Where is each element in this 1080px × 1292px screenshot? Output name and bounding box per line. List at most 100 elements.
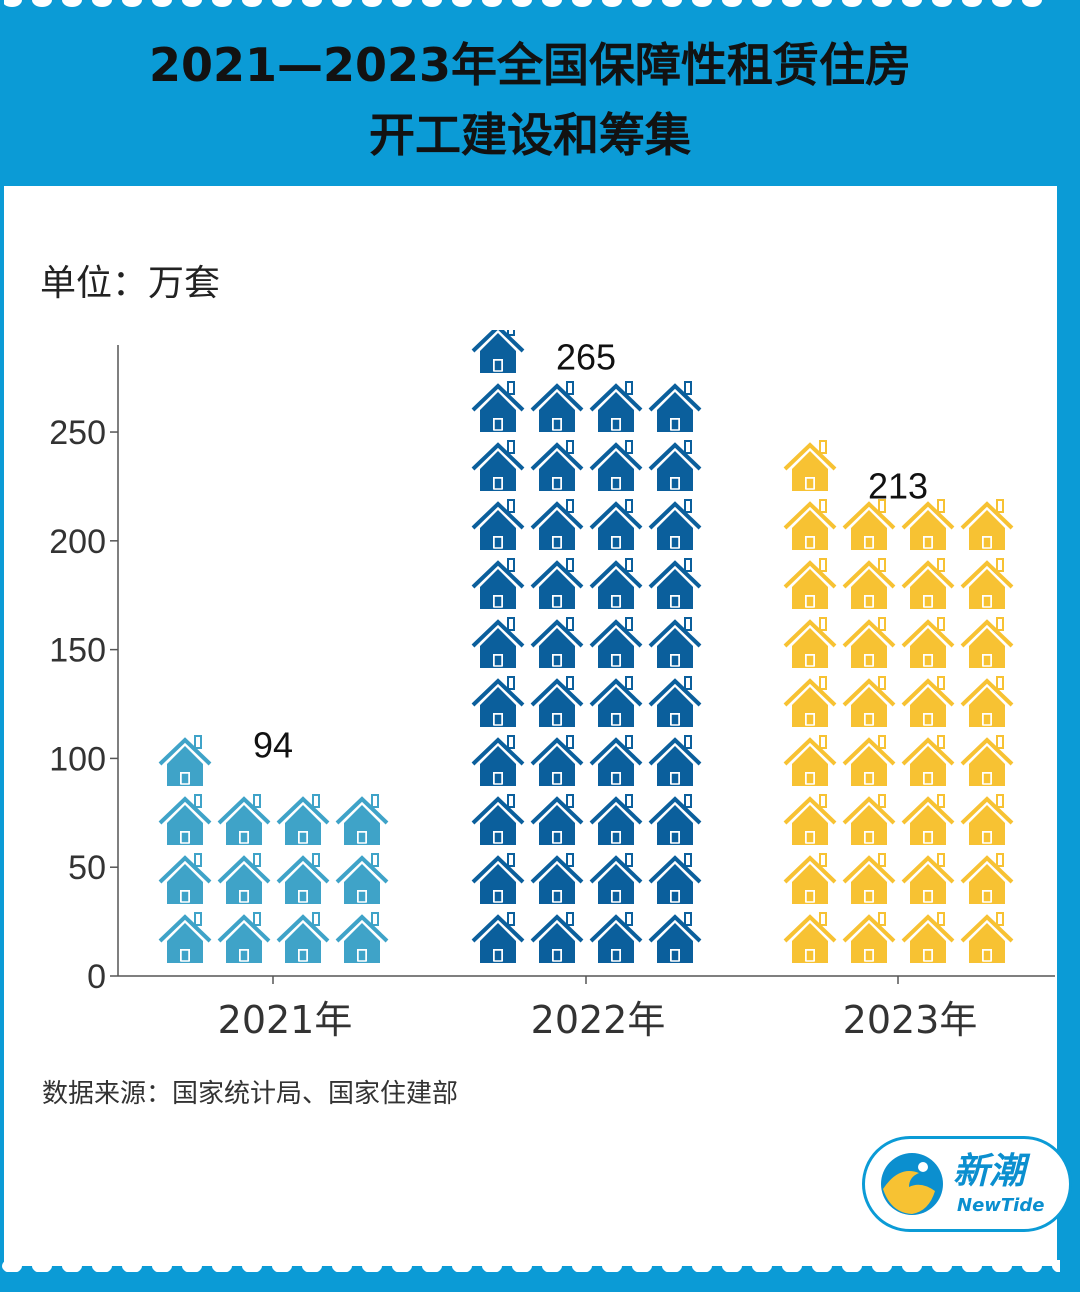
scallop-dot [752, 0, 772, 7]
scallop-dot [812, 0, 832, 7]
scallop-dot [62, 1260, 82, 1272]
house-icon [530, 735, 584, 786]
logo-text-cn: 新潮 [953, 1151, 1026, 1192]
house-icon [648, 735, 702, 786]
scallop-dot [542, 0, 562, 7]
scallop-dot [722, 1260, 742, 1272]
house-icon [648, 794, 702, 845]
house-icon [471, 617, 525, 668]
house-icon [783, 499, 837, 550]
scallop-dot [182, 1260, 202, 1272]
frame-right [1057, 0, 1080, 1292]
house-icon [471, 381, 525, 432]
house-icon [276, 794, 330, 845]
house-icon [471, 794, 525, 845]
y-tick-label: 100 [49, 740, 106, 778]
house-icon [158, 794, 212, 845]
house-icon [217, 853, 271, 904]
scallop-dot [2, 0, 22, 7]
house-icon [842, 676, 896, 727]
scallop-dot [302, 1260, 322, 1272]
page-title: 2021—2023年全国保障性租赁住房 开工建设和筹集 [0, 30, 1060, 170]
scallop-dot [2, 1260, 22, 1272]
scallop-dot [422, 1260, 442, 1272]
header-band [0, 0, 1060, 186]
house-icon [530, 617, 584, 668]
house-icon [589, 735, 643, 786]
scallop-dot [332, 1260, 352, 1272]
house-icon [648, 440, 702, 491]
house-icon [960, 617, 1014, 668]
house-icon [901, 912, 955, 963]
bar-2023年 [783, 440, 1014, 963]
scallop-dot [1022, 0, 1042, 7]
y-tick-label: 50 [68, 849, 106, 887]
scallop-dot [212, 1260, 232, 1272]
scallop-dot [392, 0, 412, 7]
scallop-dot [512, 1260, 532, 1272]
frame-left [0, 0, 4, 1292]
house-icon [530, 440, 584, 491]
house-icon [158, 853, 212, 904]
house-icon [471, 912, 525, 963]
house-icon [648, 499, 702, 550]
scallop-dot [572, 1260, 592, 1272]
house-icon [335, 794, 389, 845]
footer-band [0, 1260, 1080, 1292]
house-icon [842, 735, 896, 786]
value-label: 265 [556, 336, 616, 377]
house-icon [842, 794, 896, 845]
bar-2022年 [471, 330, 702, 963]
house-icon [648, 676, 702, 727]
newtide-logo: 新潮 NewTide [862, 1136, 1072, 1232]
scallop-dot [92, 0, 112, 7]
house-icon [783, 794, 837, 845]
scallop-top-edge [2, 0, 1042, 7]
value-label: 213 [868, 466, 928, 507]
scallop-dot [422, 0, 442, 7]
house-icon [901, 676, 955, 727]
house-icon [589, 617, 643, 668]
house-icon [471, 440, 525, 491]
house-icon [648, 853, 702, 904]
scallop-dot [512, 0, 532, 7]
house-icon [589, 440, 643, 491]
x-tick-label: 2021年 [218, 998, 353, 1042]
house-icon [901, 499, 955, 550]
scallop-dot [362, 0, 382, 7]
value-label: 94 [253, 724, 293, 765]
house-icon [530, 676, 584, 727]
house-icon [901, 558, 955, 609]
scallop-dot [452, 0, 472, 7]
house-icon [783, 912, 837, 963]
house-icon [901, 853, 955, 904]
y-tick-label: 150 [49, 632, 106, 670]
house-icon [960, 794, 1014, 845]
house-icon [648, 558, 702, 609]
pictogram-chart: 0 50 100 150 200 250 94 2021年 265 2022年 213 2023年 [49, 330, 1055, 1042]
house-icon [530, 499, 584, 550]
scallop-dot [902, 0, 922, 7]
house-icon [530, 853, 584, 904]
house-icon [471, 558, 525, 609]
house-icon [276, 912, 330, 963]
house-icon [842, 499, 896, 550]
house-icon [648, 912, 702, 963]
y-tick-label: 200 [49, 523, 106, 561]
house-icon [471, 676, 525, 727]
scallop-dot [782, 1260, 802, 1272]
y-tick-label: 250 [49, 414, 106, 452]
scallop-dot [242, 0, 262, 7]
scallop-dot [932, 1260, 952, 1272]
logo-wave-icon [881, 1153, 943, 1215]
scallop-dot [662, 1260, 682, 1272]
house-icon [960, 558, 1014, 609]
house-icon [471, 330, 525, 373]
scallop-dot [1022, 1260, 1042, 1272]
scallop-dot [992, 1260, 1012, 1272]
house-icon [842, 558, 896, 609]
scallop-dot [152, 1260, 172, 1272]
house-icon [842, 617, 896, 668]
house-icon [901, 794, 955, 845]
scallop-dot [842, 1260, 862, 1272]
